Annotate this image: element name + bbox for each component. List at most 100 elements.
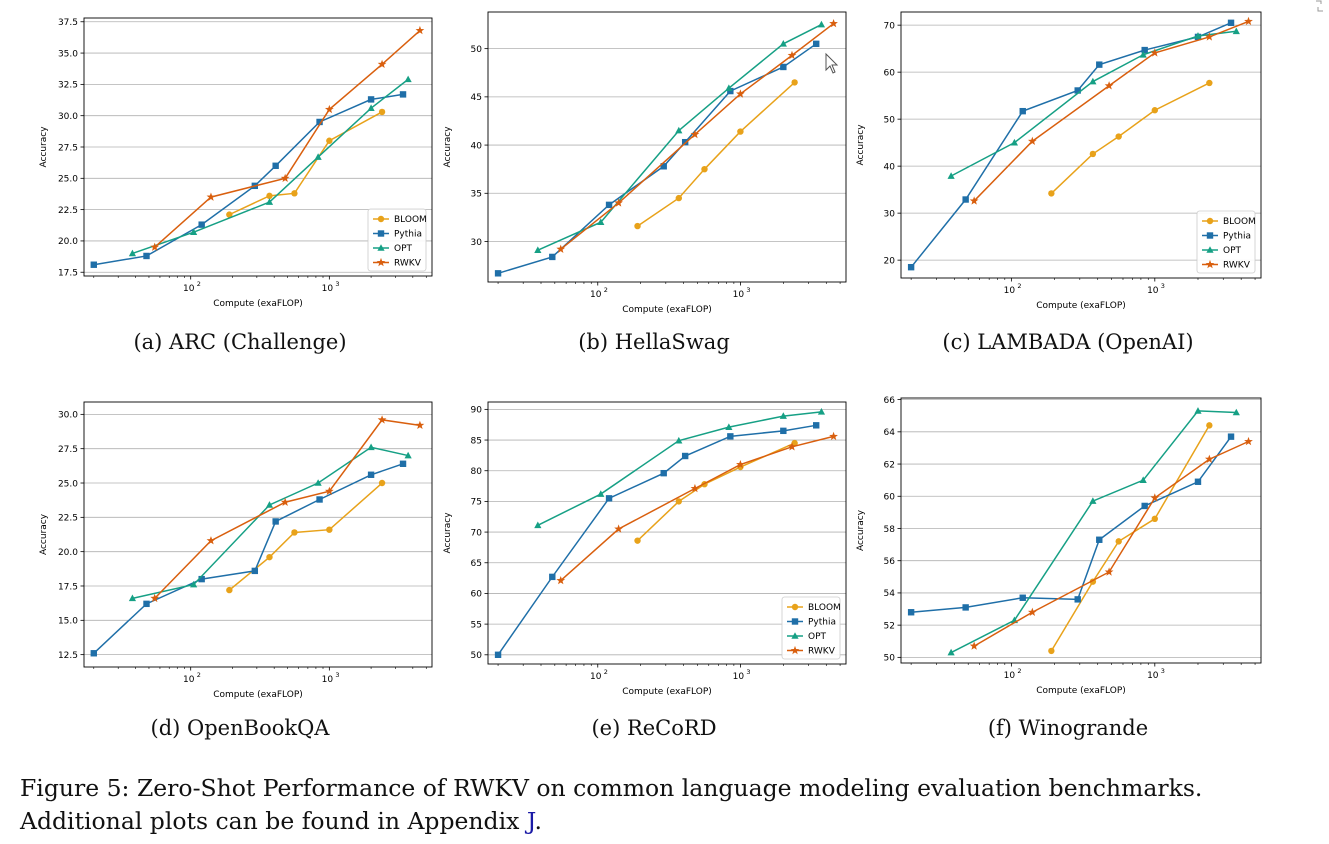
data-point-bloom <box>326 137 333 144</box>
data-point-opt <box>779 40 787 47</box>
data-point-opt <box>314 479 322 486</box>
data-point-pythia <box>605 495 613 502</box>
y-tick-label: 30.0 <box>58 411 78 421</box>
x-tick-exponent: 3 <box>1161 282 1165 290</box>
y-tick-label: 62 <box>884 460 895 470</box>
data-point-opt <box>265 501 274 508</box>
data-point-pythia <box>1074 87 1081 94</box>
y-tick-label: 30 <box>471 238 483 248</box>
subfigure-caption: (a) ARC (Challenge) <box>133 330 346 354</box>
y-tick-label: 60 <box>884 493 896 503</box>
data-point-rwkv <box>280 173 290 183</box>
data-point-opt <box>367 104 375 111</box>
data-point-pythia <box>494 651 502 658</box>
x-axis-label: Compute (exaFLOP) <box>1036 686 1126 696</box>
data-point-bloom <box>226 586 233 594</box>
data-point-pythia <box>1096 61 1103 68</box>
data-point-bloom <box>634 222 641 230</box>
data-point-rwkv <box>150 593 160 603</box>
series-line-rwkv <box>973 20 1249 202</box>
y-tick-label: 58 <box>884 525 896 535</box>
y-tick-label: 22.5 <box>58 206 78 216</box>
legend-label: Pythia <box>1223 232 1251 242</box>
y-tick-label: 50 <box>884 654 896 664</box>
data-point-pythia <box>1019 594 1026 601</box>
data-point-rwkv <box>206 536 216 545</box>
data-point-pythia <box>549 573 556 581</box>
data-point-bloom <box>791 79 798 86</box>
legend-marker <box>791 632 799 639</box>
data-point-opt <box>265 198 274 205</box>
data-point-bloom <box>1048 190 1055 197</box>
data-point-opt <box>725 423 733 430</box>
legend-label: BLOOM <box>808 603 841 613</box>
series-line-opt <box>132 78 409 255</box>
y-tick-label: 40 <box>884 162 896 172</box>
data-point-opt <box>1010 138 1019 146</box>
data-point-opt <box>947 172 955 179</box>
series-line-opt <box>950 410 1237 654</box>
x-tick-label: 10 <box>590 672 602 682</box>
data-point-opt <box>404 451 412 459</box>
legend-marker <box>1206 246 1214 253</box>
charts-canvas: 17.520.022.525.027.530.032.535.037.510 2 1… <box>39 11 1262 740</box>
data-point-opt <box>190 228 198 235</box>
data-point-pythia <box>907 609 915 616</box>
data-point-pythia <box>681 138 689 146</box>
subfigure-caption: (f) Winogrande <box>988 716 1148 740</box>
y-tick-label: 75 <box>471 498 482 508</box>
data-point-opt <box>1194 407 1202 414</box>
x-tick-exponent: 2 <box>197 280 201 288</box>
legend-marker <box>1206 217 1214 225</box>
x-axis-label: Compute (exaFLOP) <box>622 305 712 315</box>
data-point-bloom <box>1115 538 1122 545</box>
data-point-rwkv <box>1244 436 1253 446</box>
series-line-pythia <box>497 424 817 656</box>
legend-marker <box>791 603 799 611</box>
subfigure-caption: (b) HellaSwag <box>578 330 730 354</box>
appendix-link[interactable]: J <box>526 807 535 835</box>
caption-end: . <box>534 807 542 835</box>
legend: BLOOM Pythia OPT RWKV <box>781 596 841 660</box>
data-point-rwkv <box>690 129 700 139</box>
data-point-rwkv <box>1204 454 1214 463</box>
data-point-rwkv <box>829 431 838 441</box>
legend-label: BLOOM <box>394 215 427 225</box>
series-line-rwkv <box>973 440 1249 647</box>
data-point-pythia <box>316 118 323 126</box>
y-tick-label: 22.5 <box>58 514 78 524</box>
y-tick-label: 40 <box>471 141 483 151</box>
x-tick-label: 10 <box>590 290 602 300</box>
legend: BLOOM Pythia OPT RWKV <box>1196 210 1256 274</box>
series-line-pythia <box>93 93 404 266</box>
data-point-rwkv <box>787 442 797 451</box>
data-point-rwkv <box>1104 81 1114 90</box>
data-point-pythia <box>1141 46 1148 54</box>
data-point-opt <box>1139 476 1147 483</box>
data-point-rwkv <box>206 192 216 201</box>
y-tick-label: 35 <box>471 190 482 200</box>
x-tick-exponent: 3 <box>335 280 339 288</box>
y-tick-label: 80 <box>471 467 483 477</box>
y-tick-label: 55 <box>471 620 482 630</box>
data-point-pythia <box>1074 596 1081 603</box>
x-tick-label: 10 <box>183 675 195 685</box>
data-point-pythia <box>316 496 323 503</box>
y-tick-label: 66 <box>884 396 896 406</box>
data-point-rwkv <box>736 89 745 98</box>
data-point-rwkv <box>324 104 334 114</box>
series-line-rwkv <box>560 435 834 582</box>
x-tick-label: 10 <box>1004 671 1016 681</box>
data-point-pythia <box>367 471 375 478</box>
data-point-pythia <box>813 422 820 429</box>
data-point-pythia <box>1194 478 1202 485</box>
y-tick-label: 37.5 <box>58 18 78 28</box>
subfigure-caption: (d) OpenBookQA <box>151 716 331 740</box>
legend-marker <box>376 257 386 267</box>
data-point-rwkv <box>150 242 160 251</box>
x-tick-exponent: 2 <box>1017 282 1021 290</box>
y-tick-label: 35.0 <box>58 49 78 59</box>
data-point-bloom <box>791 439 798 447</box>
